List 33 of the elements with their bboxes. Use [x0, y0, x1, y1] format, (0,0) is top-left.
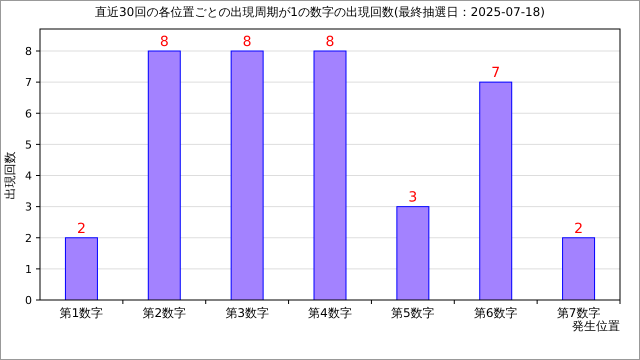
- x-tick-label: 第6数字: [474, 306, 518, 320]
- x-tick-label: 第5数字: [391, 306, 435, 320]
- y-tick-label: 3: [25, 200, 32, 214]
- y-tick-label: 5: [25, 138, 32, 152]
- bar: [562, 237, 596, 300]
- data-label: 8: [326, 34, 334, 50]
- data-label: 8: [160, 34, 169, 50]
- data-label: 2: [76, 220, 86, 237]
- y-tick-label: 1: [25, 262, 32, 276]
- y-tick-label: 0: [25, 294, 32, 307]
- y-tick-label: 2: [25, 232, 32, 245]
- y-tick-label: 6: [25, 107, 32, 120]
- bar: [148, 50, 181, 300]
- bar: [396, 206, 430, 300]
- data-label: 8: [242, 34, 252, 50]
- x-tick-label: 第1数字: [60, 306, 104, 320]
- bar: [230, 50, 264, 300]
- bar: [314, 50, 346, 300]
- y-tick-label: 4: [25, 170, 32, 182]
- bar: [479, 82, 512, 300]
- y-tick-label: 7: [25, 76, 32, 90]
- data-label: 2: [574, 220, 584, 237]
- x-tick-label: 第2数字: [142, 306, 186, 320]
- x-tick-label: 第7数字: [556, 306, 600, 320]
- data-label: 7: [491, 65, 500, 82]
- x-axis-title: 発生位置: [572, 319, 620, 333]
- data-label: 3: [408, 190, 418, 206]
- y-tick-label: 8: [25, 45, 32, 58]
- y-axis-title: 出現回数: [3, 152, 17, 200]
- x-tick-label: 第3数字: [225, 306, 269, 320]
- chart-title: 直近30回の各位置ごとの出現周期が1の数字の出現回数(最終抽選日：2025-07-18): [94, 5, 546, 19]
- x-tick-label: 第4数字: [308, 306, 352, 320]
- bar: [64, 237, 98, 300]
